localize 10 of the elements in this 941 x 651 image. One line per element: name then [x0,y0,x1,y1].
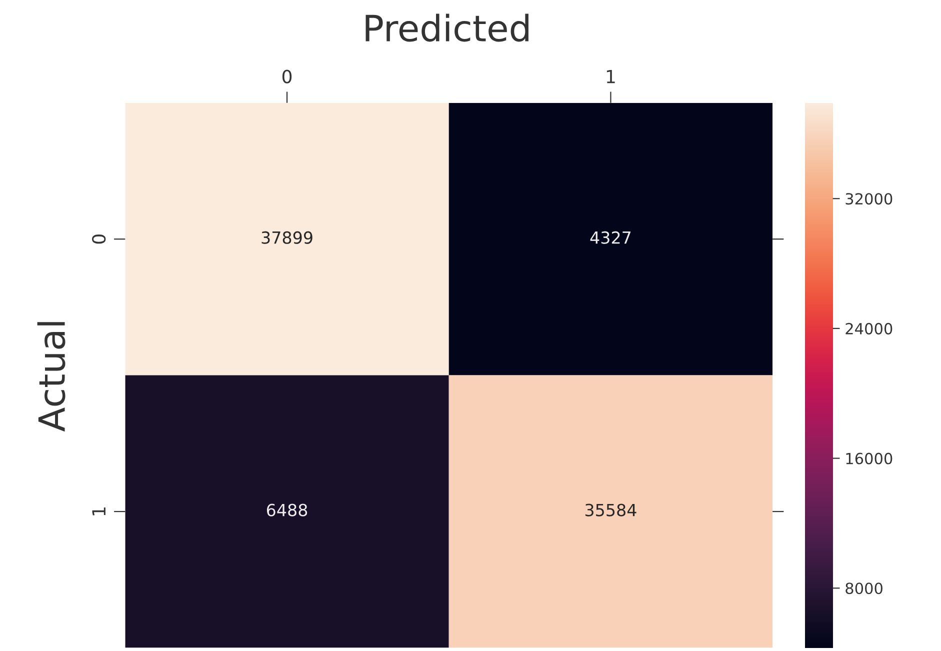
color-bar-label: 8000 [846,582,882,594]
color-bar-label: 32000 [846,193,892,205]
data-label: 6488 [266,504,308,516]
data-label: 35584 [585,504,636,516]
data-label: 37899 [262,231,312,244]
y-axis-title: Actual [37,322,66,432]
chart-title: Predicted [366,14,528,42]
color-bar-label: 16000 [846,452,892,464]
color-bar-label: 24000 [846,322,892,334]
data-label: 4327 [590,231,630,244]
